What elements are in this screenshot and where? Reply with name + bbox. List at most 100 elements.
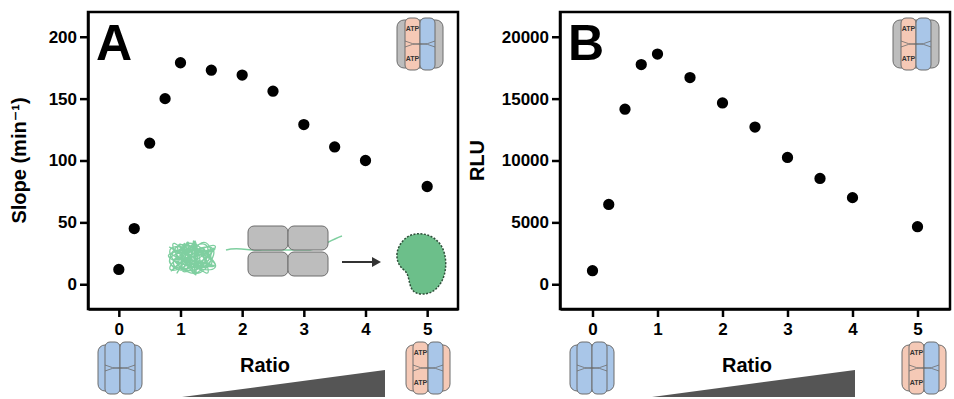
data-point (847, 192, 858, 203)
x-tick: 0 (115, 309, 124, 339)
data-point (298, 119, 309, 130)
plot-frame (560, 12, 950, 309)
y-tick-label: 100 (49, 151, 77, 170)
y-tick: 150 (49, 90, 88, 109)
x-axis: 0 1 2 3 4 5 (89, 309, 459, 339)
figure: 012345050100150200ASlope (min⁻¹)RatioATP… (0, 0, 954, 399)
x-tick-label: 4 (848, 320, 858, 339)
x-tick: 2 (718, 309, 727, 339)
data-point (422, 181, 433, 192)
data-point (749, 121, 760, 132)
y-tick-label: 0 (68, 275, 77, 294)
y-tick-mark (552, 36, 560, 39)
data-point (267, 86, 278, 97)
y-tick-mark (80, 160, 88, 163)
y-tick-mark (552, 98, 560, 101)
data-points (113, 57, 433, 275)
icon-label: ATP (902, 55, 916, 62)
data-point (144, 138, 155, 149)
protease-body (248, 226, 288, 250)
protein-icon: ATPATP (397, 18, 443, 70)
x-tick-label: 0 (115, 320, 124, 339)
x-tick: 5 (913, 309, 922, 339)
x-axis: 012345 (561, 309, 951, 339)
x-tick-label: 2 (718, 320, 727, 339)
arrow-head (372, 257, 381, 267)
x-tick: 4 (361, 309, 371, 339)
y-tick-mark (552, 160, 560, 163)
data-point (684, 72, 695, 83)
icon-label: ATP (406, 55, 420, 62)
data-point (175, 57, 186, 68)
protein-icon: ATPATP (893, 18, 939, 70)
data-point (206, 65, 217, 76)
x-tick-label: 5 (423, 320, 432, 339)
y-tick: 200 (49, 28, 88, 47)
x-axis-line (89, 308, 459, 311)
icon-waist (413, 365, 443, 371)
y-tick-label: 5000 (511, 213, 549, 232)
y-tick-label: 50 (58, 213, 77, 232)
data-point (603, 199, 614, 210)
icon-waist (577, 365, 607, 371)
data-point (652, 48, 663, 59)
x-tick-mark (303, 309, 306, 317)
y-tick: 20000 (502, 28, 560, 47)
x-tick-label: 0 (588, 320, 597, 339)
data-point (329, 141, 340, 152)
data-point (129, 223, 140, 234)
data-points (587, 48, 923, 276)
x-tick-label: 5 (913, 320, 922, 339)
y-tick: 50 (58, 213, 88, 232)
x-axis-line (561, 308, 951, 311)
x-tick: 3 (300, 309, 309, 339)
data-point (782, 152, 793, 163)
x-tick-label: 3 (783, 320, 792, 339)
icon-waist (105, 365, 135, 371)
x-tick: 5 (423, 309, 432, 339)
icon-waist (405, 41, 435, 47)
x-tick: 2 (238, 309, 247, 339)
y-tick-label: 150 (49, 90, 77, 109)
x-tick-label: 1 (176, 320, 185, 339)
icon-waist (909, 365, 939, 371)
y-tick-label: 200 (49, 28, 77, 47)
y-tick-label: 15000 (502, 90, 549, 109)
y-tick-mark (552, 284, 560, 287)
data-point (159, 93, 170, 104)
panel: 01234505000100001500020000BRLURatioATPAT… (466, 12, 951, 397)
x-tick-mark (118, 309, 121, 317)
y-tick-label: 0 (540, 275, 549, 294)
x-tick: 0 (588, 309, 597, 339)
y-axis: 0 5000 10000 15000 20000 (502, 13, 561, 310)
data-point (360, 155, 371, 166)
y-tick: 15000 (502, 90, 560, 109)
y-axis-title: RLU (466, 140, 488, 181)
x-axis-title: Ratio (240, 354, 290, 376)
data-point (814, 173, 825, 184)
protease-body (248, 252, 288, 276)
data-point (717, 97, 728, 108)
cell (397, 234, 446, 294)
y-tick: 0 (68, 275, 88, 294)
icon-waist (901, 41, 931, 47)
panel-label: B (568, 15, 604, 71)
protein-icon (570, 342, 614, 394)
protein-icon (98, 342, 142, 394)
y-tick: 0 (540, 275, 560, 294)
y-tick-mark (80, 36, 88, 39)
y-tick: 100 (49, 151, 88, 170)
x-tick-mark (852, 309, 855, 317)
x-tick: 3 (783, 309, 792, 339)
protease-body (288, 252, 328, 276)
x-tick-mark (787, 309, 790, 317)
y-tick-label: 10000 (502, 151, 549, 170)
x-tick-mark (722, 309, 725, 317)
panel-label: A (96, 15, 132, 71)
x-tick-label: 4 (361, 320, 371, 339)
y-tick-mark (80, 98, 88, 101)
y-tick-mark (80, 222, 88, 225)
protease-body (288, 226, 328, 250)
x-tick-mark (365, 309, 368, 317)
x-tick-mark (657, 309, 660, 317)
